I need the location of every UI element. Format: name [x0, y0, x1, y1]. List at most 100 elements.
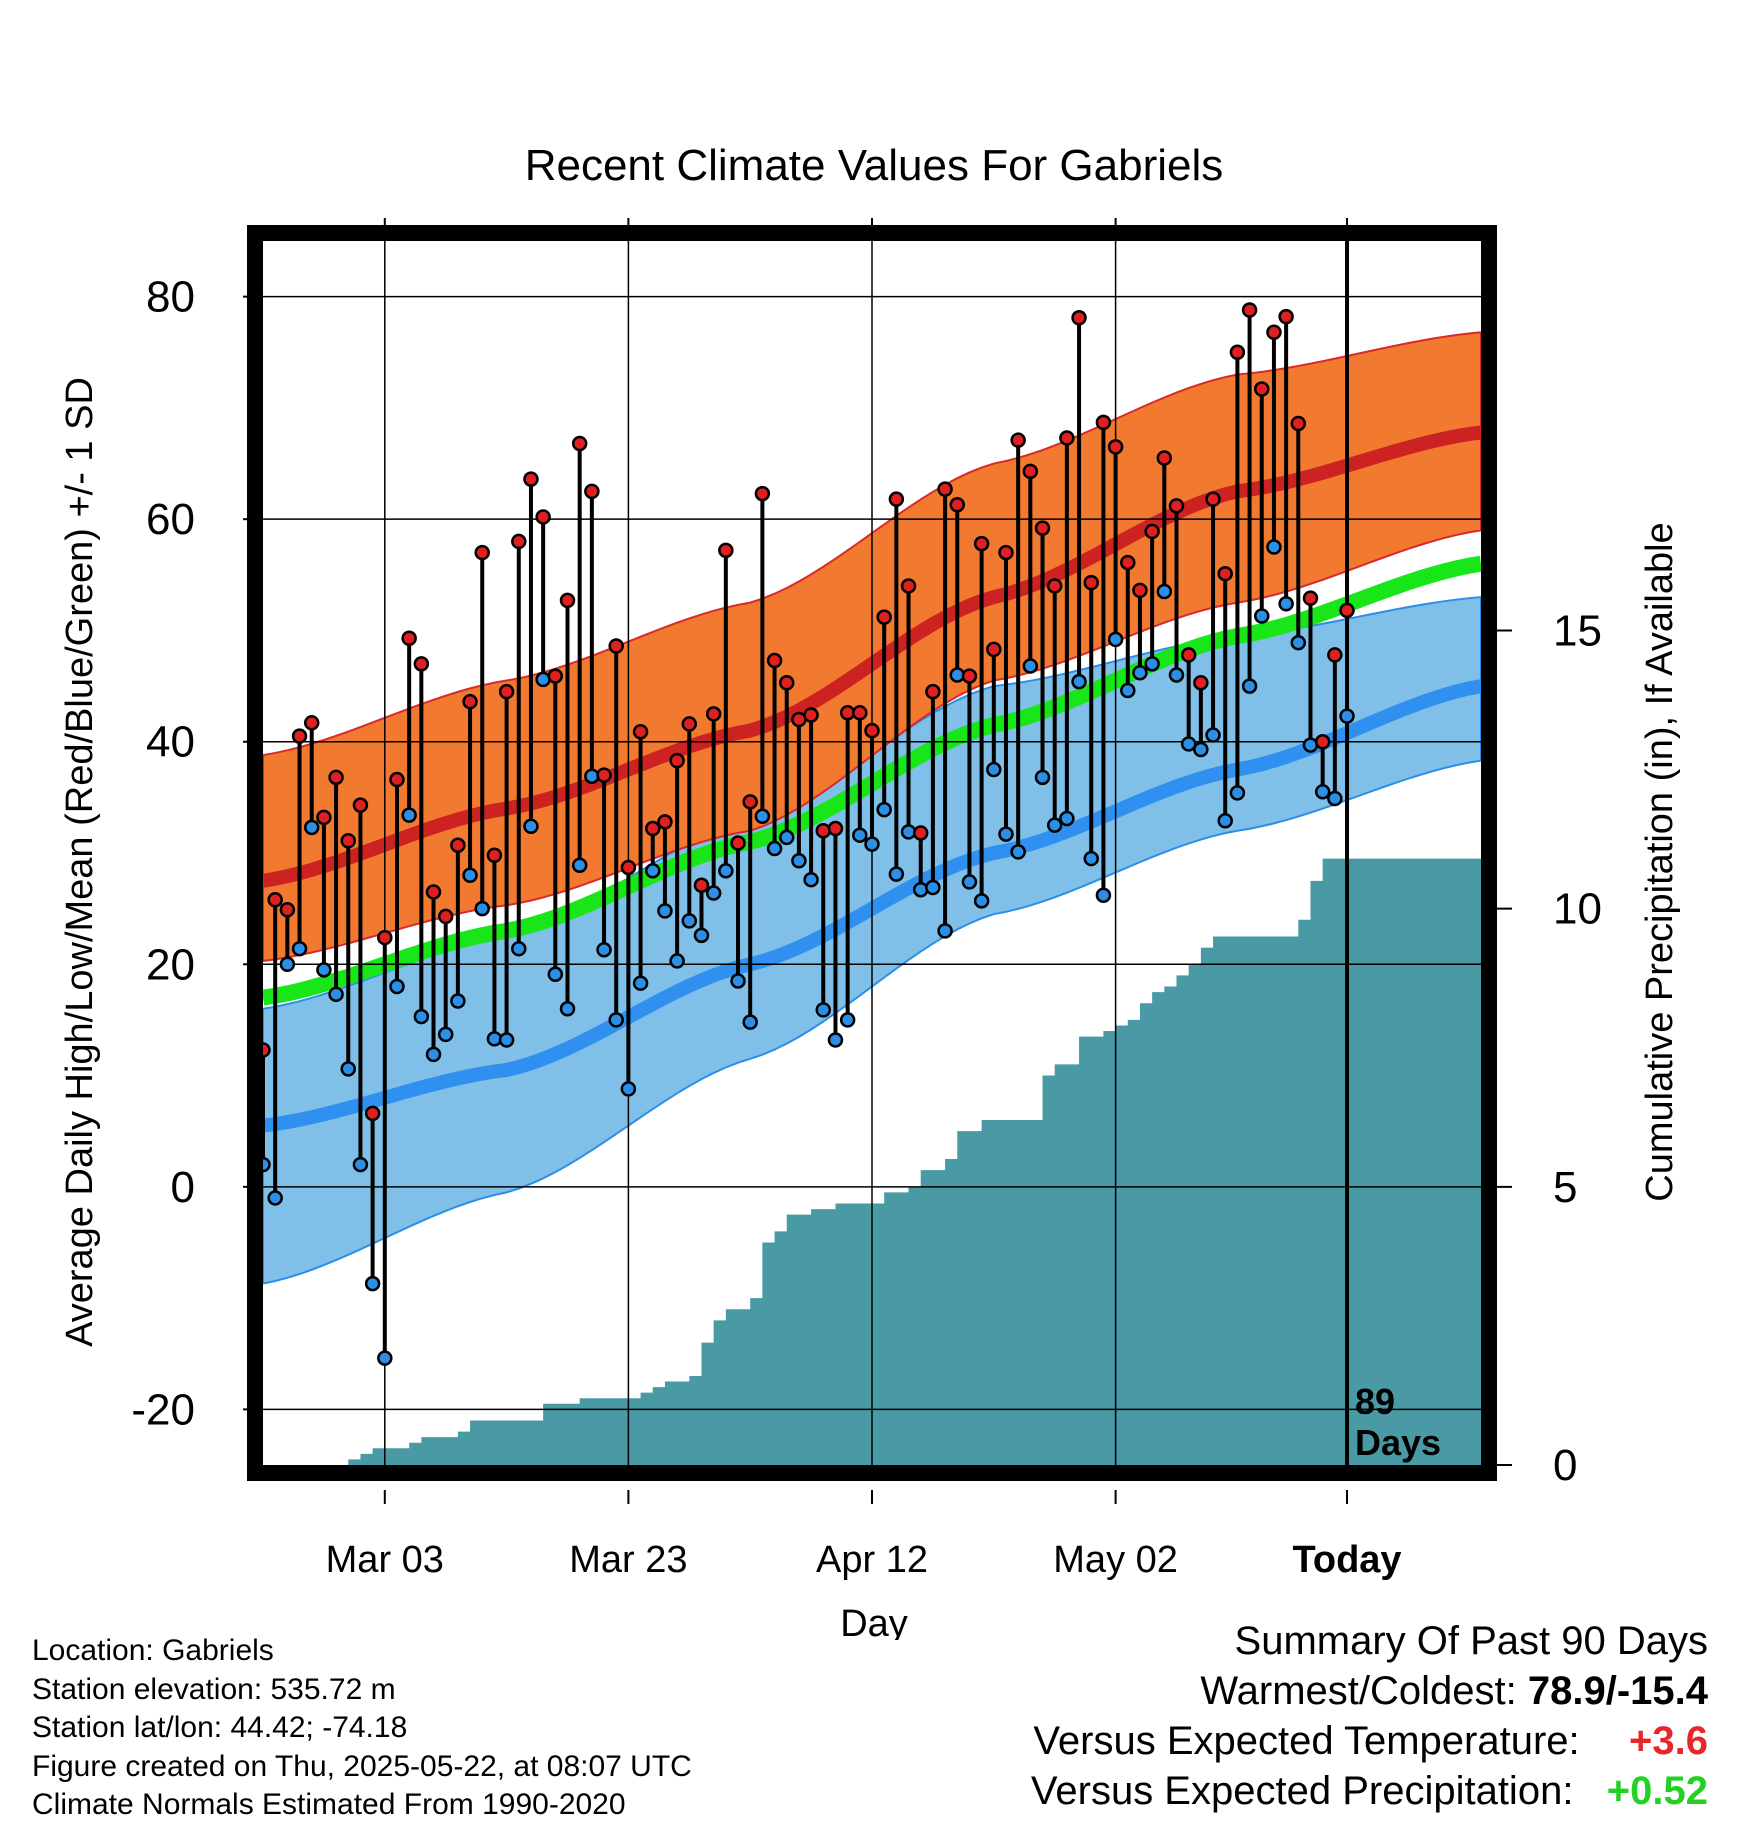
daily-high-point — [340, 833, 357, 849]
daily-high-point — [1071, 310, 1087, 326]
daily-high-point — [364, 1105, 381, 1122]
daily-high-point — [620, 859, 637, 876]
daily-low-point — [705, 885, 722, 901]
daily-high-point — [766, 652, 783, 669]
daily-low-point — [1071, 673, 1087, 690]
daily-low-point — [766, 840, 783, 857]
daily-low-point — [1217, 812, 1233, 829]
daily-low-point — [523, 818, 539, 835]
daily-high-point — [815, 822, 832, 839]
daily-high-point — [279, 901, 296, 918]
daily-high-point — [1229, 344, 1246, 361]
daily-high-point — [961, 668, 978, 684]
daily-low-point — [1180, 736, 1197, 752]
daily-high-point — [1168, 498, 1185, 514]
daily-low-point — [864, 836, 880, 852]
daily-high-point — [864, 722, 880, 739]
daily-low-point — [1205, 727, 1221, 743]
daily-low-point — [973, 893, 990, 909]
daily-high-point — [1205, 491, 1221, 507]
daily-high-point — [998, 544, 1014, 561]
daily-low-point — [596, 942, 612, 958]
daily-low-point — [657, 903, 673, 919]
daily-high-point — [876, 609, 892, 625]
daily-high-point — [584, 483, 600, 500]
daily-high-point — [1193, 675, 1209, 691]
daily-high-point — [1156, 450, 1173, 466]
daily-low-point — [888, 866, 905, 882]
daily-low-point — [815, 1002, 832, 1018]
daily-low-point — [425, 1046, 442, 1063]
daily-low-point — [352, 1156, 369, 1173]
warmest-coldest-label: Warmest/Coldest: — [1200, 1669, 1517, 1713]
daily-low-point — [401, 807, 417, 823]
y-tick-label-right: 0 — [1553, 1441, 1577, 1490]
daily-low-point — [852, 827, 868, 843]
daily-low-point — [730, 973, 746, 989]
daily-high-point — [742, 794, 758, 810]
daily-high-point — [1241, 302, 1258, 318]
daily-high-point — [973, 535, 990, 552]
daily-high-point — [949, 496, 966, 513]
daily-high-point — [377, 929, 393, 946]
daily-high-point — [474, 544, 490, 561]
daily-low-point — [1241, 678, 1258, 694]
daily-high-point — [1107, 439, 1124, 455]
daily-high-point — [705, 706, 722, 722]
normals-text: Climate Normals Estimated From 1990-2020 — [32, 1788, 626, 1821]
daily-high-point — [267, 891, 283, 908]
y-tick-label-left: 40 — [146, 718, 195, 767]
daily-low-point — [450, 993, 466, 1009]
daily-high-point — [498, 683, 515, 700]
y-tick-label-right: 5 — [1553, 1163, 1577, 1212]
daily-low-point — [718, 863, 734, 879]
daily-high-point — [1339, 602, 1355, 619]
daily-high-point — [1034, 520, 1051, 536]
daily-low-point — [1083, 850, 1099, 867]
daily-low-point — [937, 923, 953, 939]
elevation-text: Station elevation: 535.72 m — [32, 1672, 396, 1706]
daily-high-point — [1010, 432, 1026, 448]
daily-high-point — [900, 578, 917, 594]
daily-low-point — [1339, 708, 1355, 724]
daily-low-point — [742, 1014, 758, 1030]
daily-low-point — [620, 1081, 637, 1097]
x-tick-label: May 02 — [1053, 1539, 1178, 1581]
daily-low-point — [632, 975, 649, 991]
x-tick-label: Mar 23 — [569, 1539, 687, 1581]
y-tick-label-left: 80 — [146, 273, 195, 322]
daily-low-point — [1022, 658, 1039, 674]
summary-temp: Versus Expected Temperature: +3.6 — [1031, 1716, 1708, 1766]
x-tick-label: Mar 03 — [326, 1539, 444, 1581]
daily-high-point — [1278, 308, 1294, 325]
daily-low-point — [389, 978, 405, 995]
y-axis-title-left: Average Daily High/Low/Mean (Red/Blue/Gr… — [59, 377, 101, 1347]
daily-high-point — [571, 435, 588, 452]
daily-low-point — [986, 761, 1002, 778]
daily-low-point — [1156, 583, 1173, 600]
x-axis-title: Day — [840, 1603, 908, 1640]
daily-low-point — [681, 913, 698, 929]
daily-high-point — [450, 837, 466, 853]
daily-low-point — [498, 1032, 515, 1048]
x-tick-label: Today — [1292, 1539, 1401, 1581]
daily-low-point — [377, 1350, 393, 1366]
daily-high-point — [937, 481, 953, 497]
daily-low-point — [462, 867, 478, 884]
y-tick-label-left: 20 — [146, 940, 195, 989]
daily-high-point — [632, 723, 649, 740]
temp-label: Versus Expected Temperature: — [1033, 1719, 1580, 1763]
daily-low-point — [413, 1008, 430, 1025]
precip-value: +0.52 — [1606, 1769, 1708, 1813]
daily-high-point — [693, 877, 710, 894]
daily-high-point — [389, 771, 405, 788]
daily-low-point — [474, 900, 490, 917]
daily-high-point — [291, 728, 308, 744]
daily-low-point — [803, 871, 819, 888]
daily-high-point — [912, 825, 929, 841]
daily-high-point — [754, 485, 771, 502]
daily-high-point — [1266, 324, 1282, 340]
daily-low-point — [263, 1156, 271, 1173]
daily-high-point — [1083, 574, 1099, 591]
y-tick-label-right: 10 — [1553, 885, 1602, 934]
